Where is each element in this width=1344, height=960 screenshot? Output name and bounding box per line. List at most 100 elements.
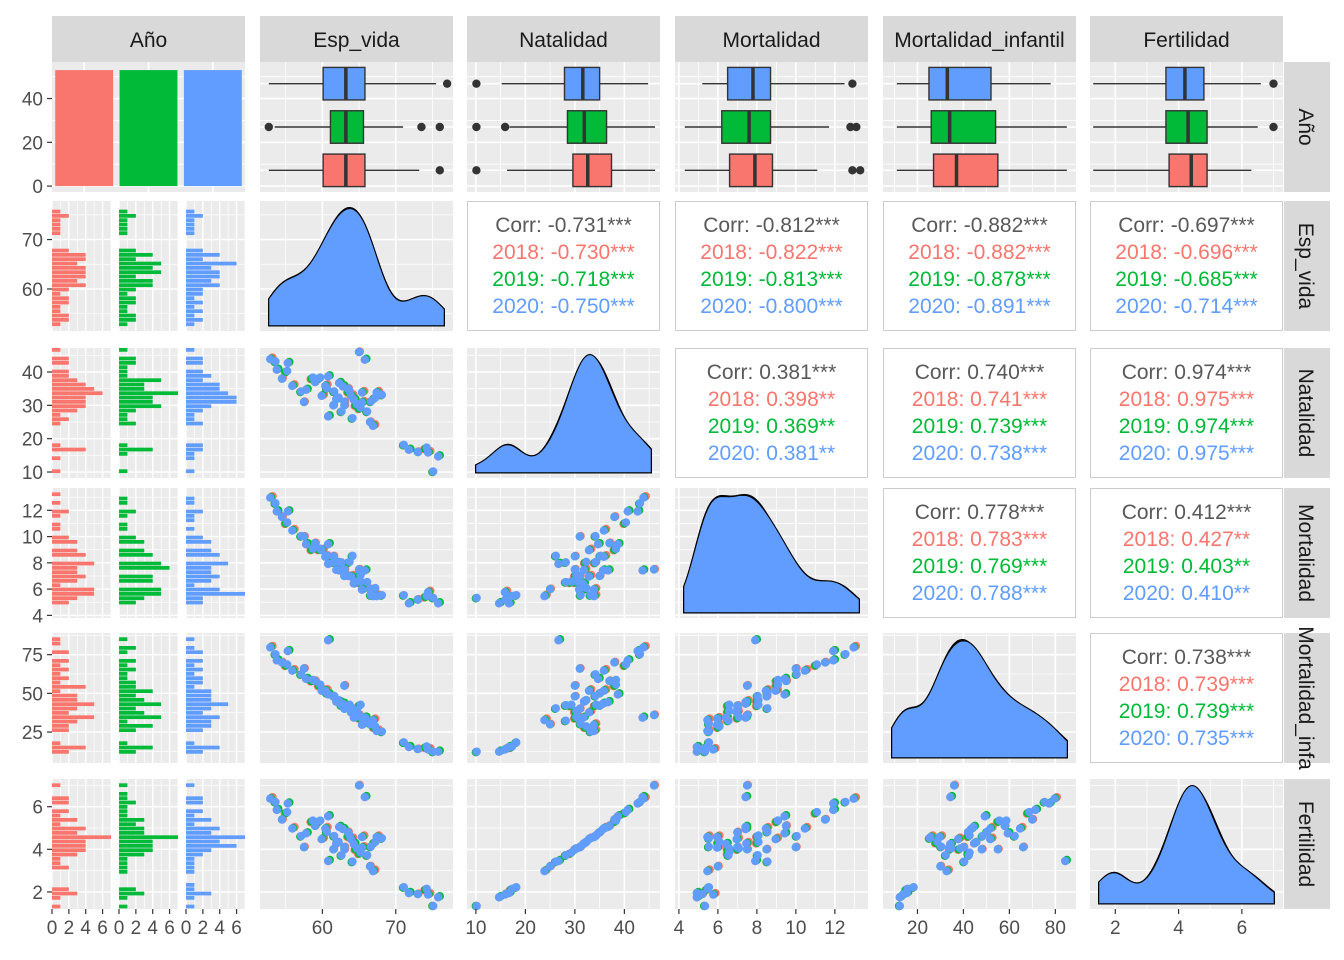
scatter-point [623, 507, 632, 516]
scatter-point [579, 697, 589, 706]
histogram-bar [52, 896, 61, 900]
scatter-point [956, 844, 965, 853]
histogram-bar [52, 667, 69, 672]
histogram-bar [52, 728, 69, 733]
boxplot-Fertilidad-2019 [1093, 110, 1278, 144]
histogram-bar [52, 270, 86, 275]
histogram-bar [186, 685, 195, 689]
histogram-bar [186, 279, 212, 283]
scatter-point [800, 666, 810, 675]
histogram-bar [186, 305, 195, 309]
correlation-overall: Corr: -0.882*** [911, 214, 1048, 237]
histogram-Fertilidad-2020 [186, 783, 245, 909]
correlation-overall: Corr: -0.812*** [703, 214, 840, 237]
box [726, 66, 772, 101]
scatter-point [1050, 794, 1059, 803]
histogram-bar [52, 387, 95, 391]
histogram-bar [52, 309, 61, 314]
correlation-overall: Corr: 0.381*** [707, 361, 837, 384]
histogram-bar [52, 698, 78, 702]
scatter-point [323, 636, 333, 645]
histogram-bar [52, 676, 69, 681]
scatter-point [734, 712, 744, 722]
y-tick-label: 6 [32, 798, 43, 819]
scatter-point [703, 715, 712, 725]
boxplot-Fertilidad-2018 [1093, 153, 1252, 188]
scatter-point [429, 593, 438, 602]
correlation-panel [1090, 201, 1283, 331]
histogram-bar [52, 796, 69, 801]
x-tick-label: 10 [785, 918, 806, 939]
boxplot-Mortalidad-2019 [684, 110, 861, 144]
histogram-bar [52, 318, 69, 322]
scatter-point [712, 843, 722, 852]
histogram-bar [186, 574, 220, 579]
scatter-point [709, 745, 718, 754]
histogram-bar [186, 452, 195, 456]
histogram-bar [186, 253, 220, 257]
histogram-bar [119, 809, 128, 814]
histogram-bar [186, 257, 203, 262]
histogram-bar [52, 413, 61, 417]
histogram-bar [119, 566, 170, 570]
histogram-bar [119, 865, 128, 870]
histogram-bar [52, 369, 69, 374]
scatter-point [741, 822, 750, 832]
histogram-bar [119, 822, 136, 827]
histogram-bar [119, 745, 153, 750]
histogram-bar [52, 300, 69, 305]
box [322, 153, 366, 188]
scatter-point [288, 526, 297, 535]
scatter-point [332, 839, 341, 848]
scatter-point [570, 552, 580, 561]
histogram-bar [52, 685, 86, 689]
histogram-bar [119, 870, 128, 874]
scatter-point [613, 690, 623, 699]
correlation-group-2018: 2018: 0.398** [708, 388, 835, 411]
scatter-Fertilidad-vs-Natalidad [471, 780, 660, 911]
correlation-panel [1090, 633, 1283, 763]
correlation-group-2018: 2018: 0.427** [1123, 528, 1250, 551]
scatter-point [849, 794, 858, 803]
histogram-Mortalidad_infantil-2018 [52, 637, 95, 754]
scatter-point [941, 851, 951, 860]
correlation-group-2020: 2020: -0.714*** [1115, 295, 1257, 318]
scatter-point [829, 799, 838, 808]
histogram-bar [52, 361, 69, 365]
column-strip-label: Fertilidad [1143, 29, 1229, 52]
histogram-bar [186, 783, 195, 788]
histogram-bar [186, 395, 237, 400]
scatter-point [733, 828, 742, 837]
histogram-bar [119, 796, 128, 801]
histogram-bar [186, 818, 212, 822]
scatter-point [554, 559, 563, 569]
histogram-bar [186, 796, 203, 801]
scatter-point [780, 829, 789, 838]
histogram-bar [186, 711, 203, 715]
correlation-overall: Corr: 0.974*** [1122, 361, 1252, 384]
histogram-Mortalidad_infantil-2019 [119, 637, 162, 754]
scatter-point [762, 845, 771, 854]
histogram-bar [186, 374, 212, 378]
column-strip [52, 16, 245, 62]
row-strip [1284, 348, 1330, 478]
scatter-point [540, 866, 549, 876]
count-bar-2019 [119, 70, 178, 187]
histogram-bar [186, 535, 203, 540]
correlation-group-2019: 2019: -0.685*** [1115, 268, 1257, 291]
histogram-bar [52, 322, 61, 327]
histogram-bar [52, 400, 86, 404]
outlier-point [435, 122, 444, 132]
x-tick-label: 6 [97, 918, 108, 939]
histogram-bar [119, 296, 136, 301]
x-tick-label: 2 [1110, 918, 1121, 939]
histogram-bar [52, 566, 78, 570]
histogram-bar [119, 887, 136, 892]
histogram-bar [119, 522, 128, 527]
histogram-bar [186, 292, 203, 296]
scatter-point [329, 691, 339, 701]
scatter-point [599, 666, 609, 675]
correlation-group-2019: 2019: -0.718*** [492, 268, 634, 291]
scatter-point [366, 842, 376, 851]
histogram-bar [186, 861, 195, 866]
